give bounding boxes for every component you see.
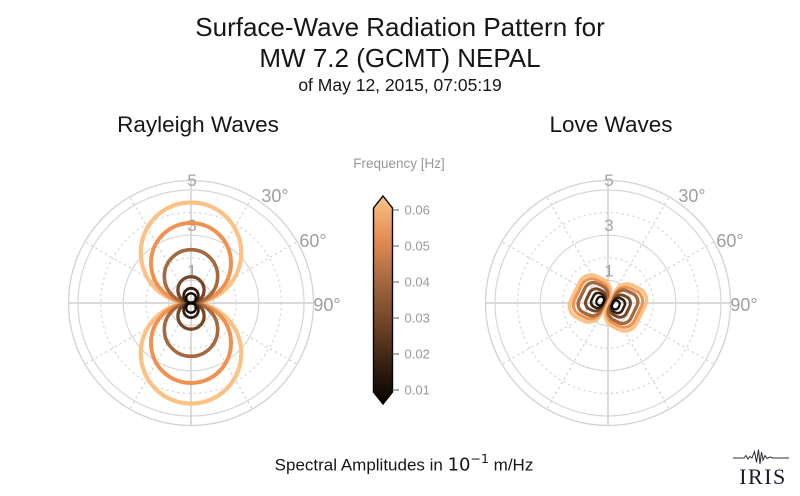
angle-tick-label: 90° xyxy=(730,295,757,315)
event-datetime-subtitle: of May 12, 2015, 07:05:19 xyxy=(298,75,502,95)
main-title-line2: MW 7.2 (GCMT) NEPAL xyxy=(259,43,541,73)
grid-spoke xyxy=(501,241,606,302)
angle-tick-label: 30° xyxy=(678,186,705,206)
grid-spoke xyxy=(129,305,190,410)
colorbar-tick-label: 0.04 xyxy=(405,275,430,290)
grid-spoke xyxy=(84,241,189,302)
caption-exponent: −1 xyxy=(470,451,489,466)
grid-spoke xyxy=(501,304,606,365)
r-tick-label: 3 xyxy=(604,216,613,235)
angle-tick-label: 90° xyxy=(313,295,340,315)
grid-ring-dotted xyxy=(99,212,283,395)
colorbar: 0.06 0.05 0.04 0.03 0.02 0.01 xyxy=(372,194,430,406)
grid-ring-dotted xyxy=(562,257,654,349)
grid-ring xyxy=(494,189,722,417)
love-contour-f0.01 xyxy=(595,295,606,307)
grid-spoke xyxy=(192,305,253,410)
colorbar-tick-label: 0.01 xyxy=(405,383,430,398)
grid-spoke xyxy=(546,305,607,410)
grid-ring-dotted xyxy=(145,257,237,349)
love-bean-group xyxy=(595,295,606,307)
polar-grid: 5 3 1 30° 60° 90° xyxy=(67,171,341,427)
seismogram-icon xyxy=(733,449,789,465)
grid-ring xyxy=(539,234,677,372)
iris-logo-text: IRIS xyxy=(739,464,787,489)
iris-logo: IRIS xyxy=(733,449,793,488)
grid-spoke xyxy=(609,196,670,301)
amplitude-caption: Spectral Amplitudes in 10−1 m/Hz xyxy=(274,451,534,476)
grid-boundary xyxy=(67,179,315,427)
caption-base: 10 xyxy=(447,454,471,476)
love-bean-group xyxy=(610,299,621,311)
grid-ring xyxy=(167,279,215,327)
colorbar-bar xyxy=(372,194,394,406)
grid-spoke xyxy=(610,241,715,302)
r-tick-label: 5 xyxy=(187,171,196,190)
r-tick-label: 1 xyxy=(604,261,613,280)
colorbar-tick-label: 0.02 xyxy=(405,347,430,362)
grid-ring xyxy=(122,234,260,372)
angle-tick-label: 60° xyxy=(299,231,326,251)
grid-spoke xyxy=(129,196,190,301)
colorbar-tick-label: 0.06 xyxy=(405,203,430,218)
colorbar-tick-label: 0.05 xyxy=(405,239,430,254)
grid-spoke xyxy=(84,304,189,365)
angle-tick-label: 30° xyxy=(261,186,288,206)
grid-spoke xyxy=(192,196,253,301)
grid-spoke xyxy=(546,196,607,301)
colorbar-tick-label: 0.03 xyxy=(405,311,430,326)
love-plot-title: Love Waves xyxy=(549,112,673,137)
grid-ring xyxy=(77,189,305,417)
grid-spoke xyxy=(193,241,298,302)
love-contour-f0.01 xyxy=(610,299,621,311)
grid-spoke xyxy=(193,304,298,365)
main-title-line1: Surface-Wave Radiation Pattern for xyxy=(195,12,605,42)
caption-prefix: Spectral Amplitudes in xyxy=(274,455,448,475)
caption-suffix: m/Hz xyxy=(488,455,534,475)
colorbar-title: Frequency [Hz] xyxy=(353,156,445,171)
r-tick-label: 3 xyxy=(187,216,196,235)
grid-boundary xyxy=(484,179,732,427)
rayleigh-contour-f0.01 xyxy=(184,301,198,314)
rayleigh-contours xyxy=(138,200,244,406)
polar-grid: 5 3 1 30° 60° 90° xyxy=(484,171,758,427)
r-tick-label: 1 xyxy=(187,261,196,280)
love-contours xyxy=(567,273,649,333)
angle-tick-label: 60° xyxy=(716,231,743,251)
grid-spoke xyxy=(610,304,715,365)
rayleigh-plot-title: Rayleigh Waves xyxy=(117,112,279,137)
grid-ring-dotted xyxy=(516,212,699,395)
grid-spoke xyxy=(609,305,670,410)
r-tick-label: 5 xyxy=(604,171,613,190)
